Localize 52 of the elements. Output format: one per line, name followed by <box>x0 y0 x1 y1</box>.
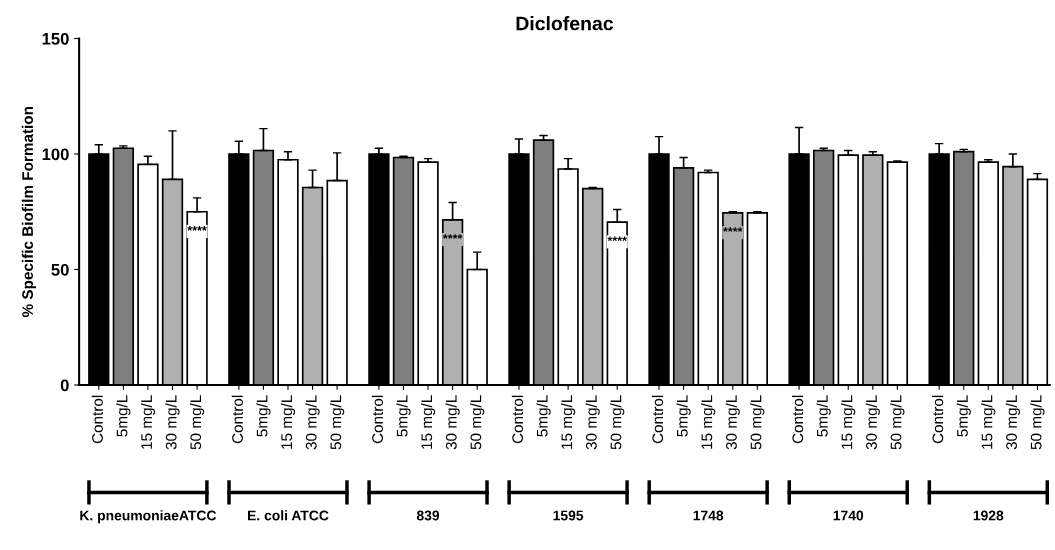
text: E. coli ATCC <box>248 510 329 521</box>
x-tick-label: 50 mg/L <box>750 395 765 450</box>
x-tick-label: 5mg/L <box>956 395 971 437</box>
data-label: **** <box>187 226 207 231</box>
x-tick-label: 30 mg/L <box>305 395 320 450</box>
text: K. pneumoniaeATCC <box>80 510 217 524</box>
x-tick-label: 15 mg/L <box>560 395 576 449</box>
y-tick-label: 50 <box>51 263 69 276</box>
x-tick-label: 50 mg/L <box>1030 395 1045 450</box>
x-tick-label: Control <box>791 395 804 444</box>
x-tick-label: 5mg/L <box>256 395 271 437</box>
x-tick-label: 15 mg/L <box>981 395 996 449</box>
chart-title: Diclofenac <box>516 16 614 31</box>
x-tick-label: Control <box>511 395 524 444</box>
x-tick-label: 15 mg/L <box>701 395 716 449</box>
y-tick-label: 0 <box>60 379 69 392</box>
x-tick-label: 50 mg/L <box>470 395 485 450</box>
x-tick-label: 30 mg/L <box>165 395 180 450</box>
x-tick-label: Control <box>231 395 243 444</box>
x-tick-label: 50 mg/L <box>890 395 905 450</box>
x-tick-label: Control <box>651 395 664 444</box>
x-tick-label: 50 mg/L <box>189 395 205 450</box>
text: 1595 <box>553 510 584 521</box>
data-label: **** <box>723 227 743 232</box>
y-axis-title: % Specific Biofilm Formation <box>21 107 37 318</box>
x-tick-label: 50 mg/L <box>610 395 625 450</box>
x-tick-label: 30 mg/L <box>865 395 880 450</box>
x-tick-label: Control <box>932 395 944 444</box>
text: 1928 <box>973 510 1004 521</box>
x-tick-label: Control <box>371 395 384 444</box>
x-tick-label: 5mg/L <box>396 395 411 437</box>
x-tick-label: Control <box>91 395 103 444</box>
x-tick-label: 15 mg/L <box>420 395 436 449</box>
x-tick-label: 15 mg/L <box>841 395 856 449</box>
x-tick-label: 15 mg/L <box>140 395 156 449</box>
data-label: **** <box>607 236 627 242</box>
text: 1748 <box>693 510 724 521</box>
x-tick-label: 5mg/L <box>816 395 831 437</box>
x-tick-label: 30 mg/L <box>585 395 600 450</box>
x-tick-label: 15 mg/L <box>280 395 296 449</box>
y-tick-label: 150 <box>42 32 69 45</box>
x-tick-label: 30 mg/L <box>725 395 740 450</box>
x-tick-label: 30 mg/L <box>1005 395 1020 450</box>
y-tick-label: 100 <box>42 148 69 161</box>
x-tick-label: 5mg/L <box>116 395 131 437</box>
text: 839 <box>416 510 440 521</box>
data-label: **** <box>442 234 463 239</box>
x-tick-label: 5mg/L <box>536 395 551 437</box>
x-tick-label: 5mg/L <box>676 395 691 437</box>
text: 1740 <box>833 510 864 521</box>
x-tick-label: 50 mg/L <box>330 395 345 450</box>
x-tick-label: 30 mg/L <box>445 395 460 450</box>
